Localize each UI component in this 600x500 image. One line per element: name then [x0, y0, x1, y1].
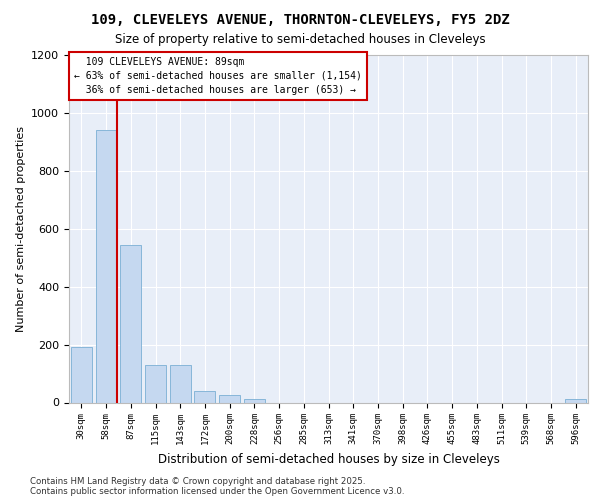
Text: Size of property relative to semi-detached houses in Cleveleys: Size of property relative to semi-detach…	[115, 32, 485, 46]
Bar	[565, 400, 586, 402]
Text: 109 CLEVELEYS AVENUE: 89sqm
← 63% of semi-detached houses are smaller (1,154)
  : 109 CLEVELEYS AVENUE: 89sqm ← 63% of sem…	[74, 56, 362, 94]
Bar	[71, 348, 92, 403]
X-axis label: Distribution of semi-detached houses by size in Cleveleys: Distribution of semi-detached houses by …	[158, 453, 499, 466]
Text: 109, CLEVELEYS AVENUE, THORNTON-CLEVELEYS, FY5 2DZ: 109, CLEVELEYS AVENUE, THORNTON-CLEVELEY…	[91, 12, 509, 26]
Bar	[194, 392, 215, 402]
Bar	[145, 365, 166, 403]
Text: Contains HM Land Registry data © Crown copyright and database right 2025.: Contains HM Land Registry data © Crown c…	[30, 477, 365, 486]
Bar	[219, 396, 240, 402]
Bar	[120, 244, 141, 402]
Text: Contains public sector information licensed under the Open Government Licence v3: Contains public sector information licen…	[30, 487, 404, 496]
Bar	[95, 130, 116, 402]
Bar	[244, 400, 265, 402]
Y-axis label: Number of semi-detached properties: Number of semi-detached properties	[16, 126, 26, 332]
Bar	[170, 365, 191, 403]
